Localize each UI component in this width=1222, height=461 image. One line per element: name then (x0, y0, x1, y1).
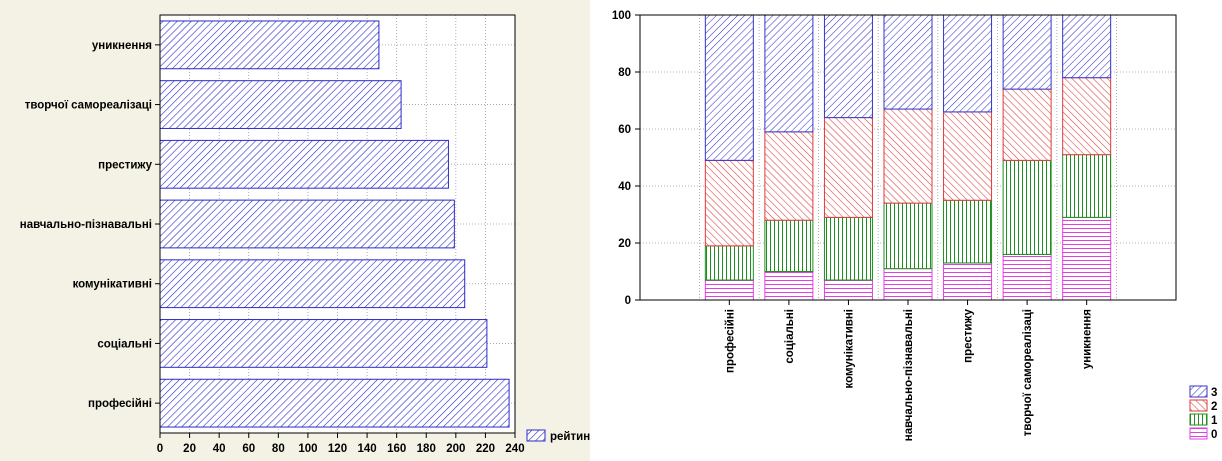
y-tick-label: 80 (618, 67, 631, 79)
x-tick-label: 40 (213, 443, 226, 455)
x-tick-label: 220 (476, 443, 495, 455)
y-tick-label: 20 (618, 238, 631, 250)
bar-segment (943, 199, 993, 264)
bar-segment (1002, 14, 1052, 90)
legend-label: 1 (1211, 415, 1218, 427)
x-tick-label: 240 (505, 443, 524, 455)
bar-segment (704, 14, 754, 161)
y-tick-label: 40 (618, 181, 631, 193)
category-label: творчої самореалізаці (1022, 309, 1034, 436)
bar-segment (943, 14, 993, 113)
legend-swatch (1189, 399, 1208, 412)
y-tick-label: 60 (618, 124, 631, 136)
legend-label: 0 (1211, 429, 1217, 441)
category-label: престижу (98, 159, 152, 171)
bar (159, 259, 466, 309)
x-tick-label: 60 (242, 443, 255, 455)
legend-swatch (1189, 413, 1208, 426)
category-label: соціальні (97, 338, 152, 350)
bar (159, 319, 488, 368)
bar-segment (1002, 159, 1052, 255)
category-label: навчально-пізнавальні (20, 219, 152, 231)
bar-segment (764, 271, 814, 301)
bar-segment (704, 279, 754, 301)
bar (159, 80, 402, 129)
bar-segment (1062, 77, 1112, 156)
legend-label: 2 (1211, 401, 1217, 413)
bar-segment (764, 131, 814, 221)
x-tick-label: 140 (357, 443, 376, 455)
bar-segment (1062, 154, 1112, 218)
x-tick-label: 80 (272, 443, 285, 455)
bar (159, 199, 455, 249)
bar-segment (883, 268, 933, 301)
bar-segment (823, 216, 873, 281)
x-tick-label: 20 (183, 443, 196, 455)
bar-segment (764, 219, 814, 272)
y-tick-label: 100 (612, 10, 631, 22)
bar-segment (823, 117, 873, 218)
bar-segment (704, 159, 754, 247)
bar-segment (943, 262, 993, 301)
bar (159, 378, 510, 428)
category-label: професійні (88, 398, 152, 410)
category-label: уникнення (92, 40, 152, 52)
bar (159, 139, 449, 189)
bar (159, 20, 380, 70)
bar-segment (943, 111, 993, 201)
bar-segment (1062, 216, 1112, 301)
category-label: уникнення (1082, 309, 1094, 369)
x-tick-label: 180 (417, 443, 436, 455)
bar-segment (883, 202, 933, 270)
bar-segment (883, 108, 933, 204)
category-label: професійні (724, 309, 736, 373)
category-label: престижу (963, 308, 975, 362)
category-label: соціальні (784, 309, 796, 364)
plot-frame (639, 14, 1177, 301)
bar-segment (764, 14, 814, 133)
category-label: навчально-пізнавальні (903, 309, 915, 441)
legend-label: 3 (1211, 387, 1217, 399)
bar-segment (1002, 253, 1052, 301)
bar-segment (883, 14, 933, 110)
bar-segment (1002, 88, 1052, 161)
legend-label: рейтинг (550, 431, 590, 443)
x-tick-label: 0 (157, 443, 163, 455)
plot-frame (159, 14, 516, 434)
bar-segment (823, 279, 873, 301)
x-tick-label: 100 (298, 443, 317, 455)
x-tick-label: 160 (387, 443, 406, 455)
rating-chart-panel: 0 20 40 60 80 100 120 140 160 180 200 220 240 уникнен… (0, 0, 590, 461)
legend-swatch (1189, 427, 1208, 440)
category-label: комунікативні (843, 309, 855, 388)
rating-bar-chart: 0 20 40 60 80 100 120 140 160 180 200 220 240 уникнен… (20, 14, 590, 455)
distribution-chart-panel: 0 20 40 60 80 100 професійні соціальні комунікат… (590, 0, 1222, 461)
category-label: творчої самореалізаці (25, 100, 152, 112)
legend-swatch (1189, 385, 1208, 398)
bar-segment (704, 245, 754, 281)
category-label: комунікативні (73, 279, 152, 291)
y-tick-label: 0 (625, 295, 631, 307)
bar-segment (1062, 14, 1112, 79)
legend-swatch (526, 429, 546, 442)
bar-segment (823, 14, 873, 119)
x-tick-label: 200 (446, 443, 465, 455)
x-tick-label: 120 (328, 443, 347, 455)
